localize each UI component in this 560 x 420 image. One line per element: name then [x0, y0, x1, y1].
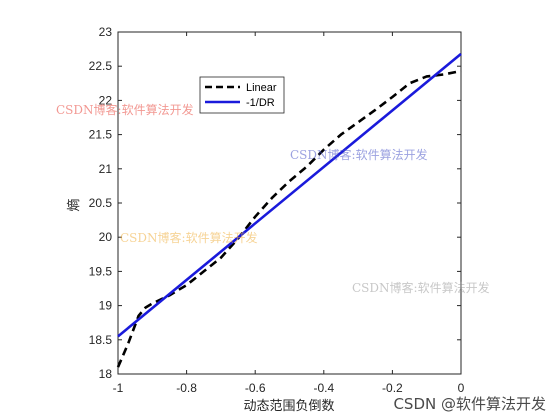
y-tick-label: 19.5 [89, 264, 113, 278]
y-tick-label: 21 [99, 162, 113, 176]
x-axis-label: 动态范围负倒数 [243, 399, 334, 414]
y-tick-label: 20.5 [89, 196, 113, 210]
y-tick-label: 21.5 [89, 128, 113, 142]
y-tick-label: 18 [99, 367, 113, 381]
x-tick-label: 0 [458, 381, 465, 395]
watermark-text: CSDN博客:软件算法开发 [120, 231, 258, 245]
y-axis-label: 熵 [66, 198, 82, 211]
series-line-linear [116, 69, 462, 368]
watermark-text: CSDN博客:软件算法开发 [56, 103, 194, 117]
x-tick-label: -0.8 [176, 381, 197, 395]
x-tick-label: -0.6 [245, 381, 266, 395]
legend-label-linear: Linear [246, 82, 277, 94]
y-tick-label: 22 [99, 93, 113, 107]
series-layer [116, 52, 462, 368]
x-tick-label: -1 [113, 381, 124, 395]
y-tick-label: 20 [99, 230, 113, 244]
ticks-layer: -1 -0.8 -0.6 -0.4 -0.2 0 18 18.5 19 19.5 20 20.5 21 2… [89, 25, 465, 395]
y-tick-label: 22.5 [89, 59, 113, 73]
legend: Linear -1/DR [199, 76, 285, 114]
y-tick-label: 18.5 [89, 333, 113, 347]
watermark-text: CSDN博客:软件算法开发 [352, 281, 490, 295]
y-tick-label: 19 [99, 299, 113, 313]
y-tick-label: 23 [99, 25, 113, 39]
csdn-watermark: CSDN @软件算法开发 [393, 395, 546, 413]
legend-label-dr: -1/DR [246, 97, 275, 109]
plot-area [117, 31, 462, 375]
watermark-text: CSDN博客:软件算法开发 [290, 148, 428, 162]
series-line-dr [117, 52, 462, 338]
legend-box [199, 76, 285, 114]
x-tick-label: -0.4 [313, 381, 334, 395]
x-tick-label: -0.2 [382, 381, 403, 395]
